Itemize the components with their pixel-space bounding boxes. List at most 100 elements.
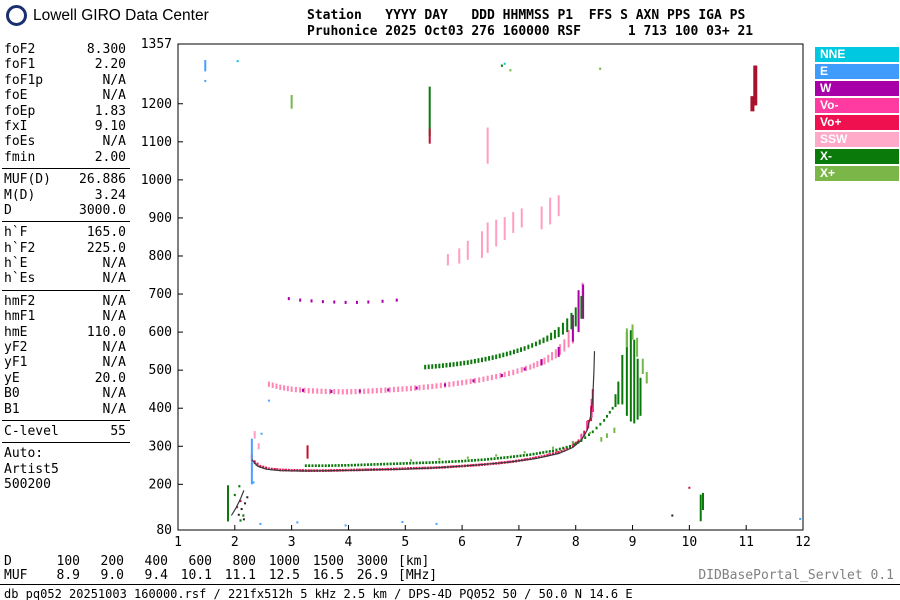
echo-point: [318, 464, 321, 468]
echo-point: [466, 360, 469, 365]
echo-point: [608, 410, 611, 414]
muf-row-muf: MUF 8.9 9.0 9.4 10.1 11.1 12.5 16.5 26.9 [MHz]: [4, 569, 437, 583]
param-value: 110.0: [86, 324, 126, 340]
param-row-fof1: foF1 2.20: [2, 57, 130, 72]
echo-point: [472, 379, 475, 383]
echo-point: [469, 378, 472, 385]
echo-point: [284, 468, 287, 472]
echo-point: [444, 460, 447, 464]
legend-item-w: W: [815, 81, 899, 96]
echo-point: [271, 382, 274, 388]
param-row-hmf2: hmF2 N/A: [2, 294, 130, 309]
echo-point: [327, 464, 330, 467]
param-label: h`F2: [4, 240, 36, 256]
echo-point: [347, 463, 350, 467]
echo-point: [246, 496, 249, 499]
echo-point: [552, 446, 554, 449]
echo-point: [262, 465, 265, 469]
echo-point: [375, 388, 378, 394]
echo-point: [576, 441, 579, 444]
echo-point: [490, 457, 493, 461]
echo-point: [340, 464, 343, 467]
echo-point: [563, 448, 566, 452]
plot-frame: [177, 43, 804, 531]
echo-point: [449, 362, 452, 368]
y-tick-label: 400: [149, 401, 172, 416]
parameter-panel: foF2 8.300 foF1 2.20 foF1p N/A foE N/A foEp 1.83 f…: [2, 42, 130, 499]
muf-value: 1500: [312, 554, 344, 569]
param-group-4: C-level 55: [2, 423, 130, 444]
echo-point: [384, 387, 387, 393]
echo-point: [548, 452, 551, 456]
echo-point: [441, 363, 444, 368]
echo-point: [273, 467, 276, 471]
echo-point: [569, 444, 572, 448]
echo-point: [448, 381, 451, 388]
echo-point: [425, 461, 428, 465]
param-row-mufd: MUF(D) 26.886: [2, 172, 130, 187]
echo-point: [250, 438, 253, 485]
param-row-yf1: yF1 N/A: [2, 355, 130, 370]
param-row-artist5: Artist5: [2, 462, 130, 477]
echo-point: [435, 522, 438, 525]
param-row-b1: B1 N/A: [2, 402, 130, 417]
echo-point: [465, 379, 468, 385]
echo-point: [473, 358, 476, 364]
param-value: 3000.0: [79, 202, 126, 218]
echo-point: [499, 372, 502, 379]
echo-point: [456, 380, 459, 386]
echo-point: [311, 464, 314, 468]
muf-unit: [km]: [398, 554, 430, 569]
param-label: h`Es: [4, 271, 36, 287]
echo-point: [505, 351, 508, 357]
param-label: C-level: [4, 423, 59, 439]
echo-point: [473, 378, 476, 384]
echo-point: [290, 94, 293, 109]
echo-point: [397, 386, 400, 392]
echo-point: [539, 451, 542, 455]
echo-point: [439, 382, 442, 389]
param-row-hmf1: hmF1 N/A: [2, 309, 130, 324]
echo-point: [477, 458, 480, 462]
echo-point: [380, 387, 383, 394]
param-row-yf2: yF2 N/A: [2, 340, 130, 355]
param-row-b0: B0 N/A: [2, 386, 130, 401]
echo-point: [346, 389, 349, 395]
echo-point: [424, 364, 427, 370]
lowell-logo-icon: [6, 5, 27, 26]
param-label: fmin: [4, 149, 36, 165]
muf-value: 600: [188, 554, 212, 569]
echo-point: [354, 388, 357, 395]
param-row-500200: 500200: [2, 477, 130, 492]
echo-point: [480, 231, 483, 258]
echo-point: [500, 373, 503, 378]
echo-point: [495, 219, 498, 247]
echo-point: [386, 462, 389, 466]
echo-point: [233, 493, 236, 497]
echo-point: [316, 388, 319, 394]
echo-point: [415, 386, 418, 390]
status-line: db pq052 20251003 160000.rsf / 221fx512h…: [4, 587, 633, 600]
polarization-legend: NNE E W Vo- Vo+ SSW X- X+: [815, 47, 899, 183]
echo-point: [296, 521, 299, 524]
echo-point: [555, 448, 558, 452]
echo-point: [552, 452, 554, 456]
x-tick-label: 3: [288, 535, 296, 550]
echo-point: [387, 388, 390, 392]
echo-point: [431, 383, 434, 390]
echo-point: [582, 284, 585, 319]
echo-point: [392, 462, 395, 466]
y-tick-label: 500: [149, 363, 172, 378]
echo-point: [363, 463, 366, 467]
echo-point: [320, 388, 323, 394]
param-label: Auto:: [4, 446, 44, 462]
echo-point: [357, 463, 360, 467]
echo-point: [547, 354, 550, 363]
echo-point: [451, 460, 454, 463]
echo-point: [367, 300, 370, 304]
x-tick-label: 2: [231, 535, 239, 550]
muf-value: 800: [232, 554, 256, 569]
header-station-row: Pruhonice 2025 Oct03 276 160000 RSF 1 71…: [307, 24, 754, 39]
echo-point: [639, 377, 642, 416]
